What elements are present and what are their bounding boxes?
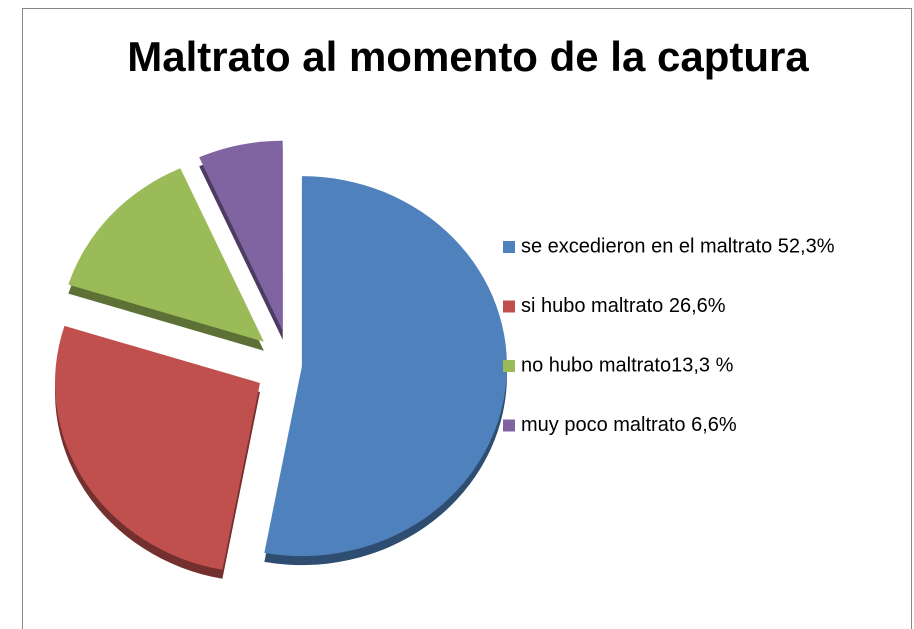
legend-swatch [503, 241, 515, 253]
legend-label: no hubo maltrato13,3 % [521, 354, 734, 376]
pie [54, 140, 507, 579]
slice [264, 176, 507, 557]
slice [68, 168, 264, 342]
slice [54, 325, 260, 570]
legend-swatch [503, 300, 515, 313]
legend-label: si hubo maltrato 26,6% [521, 295, 726, 317]
legend-swatch [503, 419, 515, 432]
legend-label: se excedieron en el maltrato 52,3% [521, 235, 835, 257]
legend-label: muy poco maltrato 6,6% [521, 414, 737, 436]
legend-swatch [503, 360, 515, 372]
legend: se excedieron en el maltrato 52,3% si hub… [503, 235, 835, 436]
slice [199, 140, 283, 331]
chart-title: Maltrato al momento de la captura [127, 33, 809, 80]
